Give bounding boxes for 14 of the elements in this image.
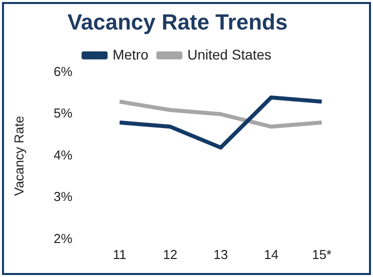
y-tick-label: 4% xyxy=(54,147,73,162)
x-tick-label: 12 xyxy=(162,246,178,262)
x-tick-label: 14 xyxy=(264,246,278,262)
y-tick-label: 5% xyxy=(54,106,73,121)
x-tick-label: 11 xyxy=(112,246,126,262)
y-tick-label: 2% xyxy=(54,230,73,246)
y-axis-title: Vacancy Rate xyxy=(11,116,26,196)
x-tick-label: 15* xyxy=(312,246,332,262)
legend-label: United States xyxy=(187,46,272,62)
y-tick-label: 3% xyxy=(54,189,73,204)
chart-title: Vacancy Rate Trends xyxy=(67,9,288,34)
y-tick-label: 6% xyxy=(54,64,73,79)
x-tick-label: 13 xyxy=(213,246,228,262)
legend-label: Metro xyxy=(112,46,149,62)
